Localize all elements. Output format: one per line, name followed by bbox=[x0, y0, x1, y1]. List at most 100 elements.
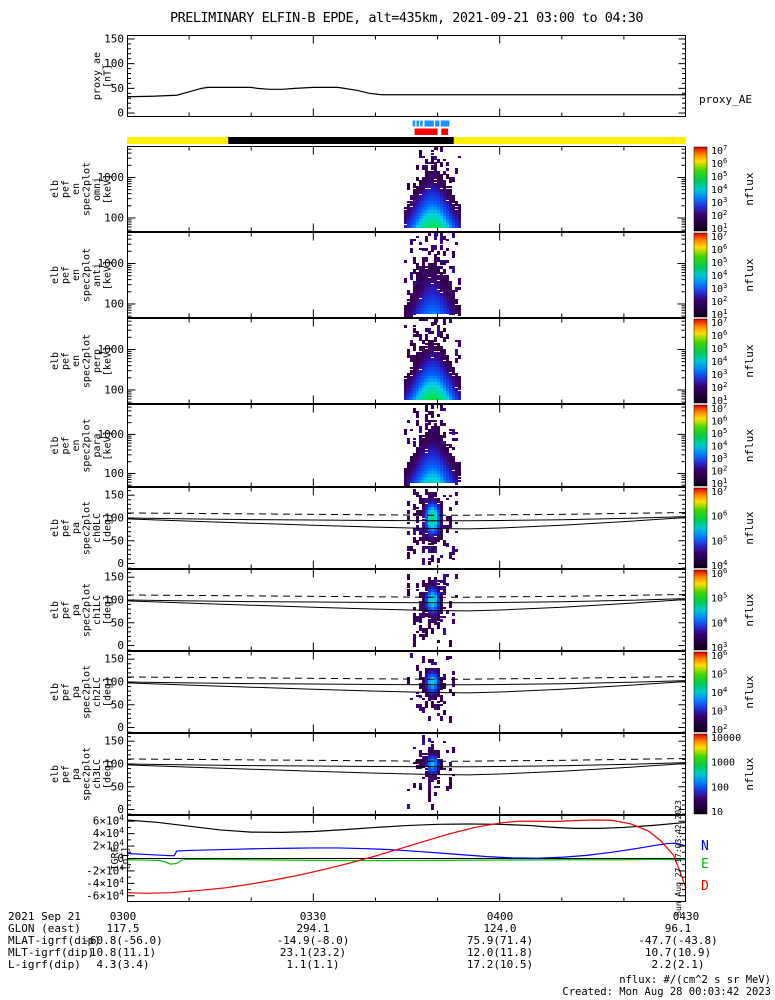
colorbar-label: 104 bbox=[711, 685, 727, 699]
igrf-legend-E: E bbox=[701, 857, 709, 872]
panel-ylabel-pa_ch1: elbpefpaspec2plotch1LC[deg] bbox=[50, 583, 114, 637]
survey-zone-marker bbox=[414, 128, 438, 135]
panel-ylabel-pa_ch3: elbpefpaspec2plotch3LC[deg] bbox=[50, 747, 114, 801]
colorbar-spec_omni bbox=[693, 146, 708, 232]
bottom-cell: 117.5 bbox=[106, 922, 139, 935]
fast-zone-marker bbox=[435, 120, 440, 127]
ytick-label: 150 bbox=[104, 735, 124, 748]
colorbar-label: 106 bbox=[711, 328, 727, 342]
panel-spec_para bbox=[403, 405, 461, 487]
colorbar-label: 102 bbox=[711, 380, 727, 394]
colorbar-label: 101 bbox=[711, 476, 727, 490]
colorbar-label: 104 bbox=[711, 558, 727, 572]
colorbar-label: 1000 bbox=[711, 758, 735, 769]
colorbar-label: 103 bbox=[711, 704, 727, 718]
ytick-label: 100 bbox=[104, 467, 124, 480]
colorbar-label: 100 bbox=[711, 782, 729, 793]
ytick-label: 6×104 bbox=[93, 814, 125, 828]
footer-units: nflux: #/(cm^2 s sr MeV) bbox=[619, 974, 771, 986]
anti-loss-cone-line bbox=[126, 517, 687, 530]
colorbar-title: nflux bbox=[743, 511, 756, 544]
series-proxy_AE bbox=[126, 86, 686, 98]
bottom-cell: 0430 bbox=[673, 910, 700, 923]
bottom-cell: 12.0(11.8) bbox=[467, 946, 533, 959]
loss-cone-line bbox=[126, 762, 687, 768]
footer: nflux: #/(cm^2 s sr MeV) Created: Mon Au… bbox=[562, 974, 771, 998]
colorbar-label: 101 bbox=[711, 393, 727, 407]
colorbar-label: 106 bbox=[711, 566, 727, 580]
ytick-label: 1000 bbox=[98, 428, 125, 441]
bottom-cell: 4.3(3.4) bbox=[97, 958, 150, 971]
colorbar-label: 104 bbox=[711, 182, 727, 196]
panel-frame-pa_ch3 bbox=[127, 733, 686, 815]
colorbar-label: 103 bbox=[711, 281, 727, 295]
fast-zone-marker bbox=[420, 120, 423, 127]
ytick-label: 50 bbox=[111, 534, 124, 547]
panel-frame-spec_perp bbox=[127, 318, 686, 404]
colorbar-label: 105 bbox=[711, 591, 727, 605]
bottom-cell: 294.1 bbox=[296, 922, 329, 935]
panel-igrf bbox=[126, 819, 687, 894]
ytick-label: 100 bbox=[104, 383, 124, 396]
colorbar-label: 103 bbox=[711, 367, 727, 381]
colorbar-label: 106 bbox=[711, 648, 727, 662]
panel-pa_ch1 bbox=[126, 574, 687, 647]
anti-loss-cone-line bbox=[126, 681, 687, 694]
loss-cone-dashed-line bbox=[126, 512, 687, 516]
fast-zone-marker bbox=[412, 120, 416, 127]
bottom-cell: 10.7(10.9) bbox=[645, 946, 711, 959]
ytick-label: 100 bbox=[104, 757, 124, 770]
fast-zone-marker bbox=[424, 120, 434, 127]
ytick-label: 4×104 bbox=[93, 826, 125, 840]
bottom-cell: 10.8(11.1) bbox=[90, 946, 156, 959]
footer-created: Created: Mon Aug 28 00:03:42 2023 bbox=[562, 986, 771, 998]
colorbar-label: 10000 bbox=[711, 733, 741, 744]
side-note: Sun Aug 27 17:03:42 2023 bbox=[674, 800, 683, 916]
panel-pa_ch2 bbox=[126, 653, 687, 723]
colorbar-label: 10 bbox=[711, 807, 723, 818]
bottom-row-label: L-igrf(dip) bbox=[8, 958, 81, 971]
colorbar-label: 106 bbox=[711, 509, 727, 523]
colorbar-label: 107 bbox=[711, 401, 727, 415]
colorbar-spec_para bbox=[693, 404, 708, 487]
colorbar-pa_ch2 bbox=[693, 651, 708, 733]
colorbar-label: 106 bbox=[711, 156, 727, 170]
igrf-legend-D: D bbox=[701, 879, 709, 894]
colorbar-label: 104 bbox=[711, 268, 727, 282]
availability-bars bbox=[127, 120, 686, 144]
ytick-label: 0 bbox=[117, 852, 124, 865]
colorbar-label: 106 bbox=[711, 242, 727, 256]
panel-frame-proxy_ae bbox=[127, 35, 686, 117]
colorbar-label: 102 bbox=[711, 208, 727, 222]
ytick-label: 50 bbox=[111, 780, 124, 793]
colorbar-title: nflux bbox=[743, 593, 756, 626]
ytick-label: 100 bbox=[104, 675, 124, 688]
bottom-cell: 1.1(1.1) bbox=[287, 958, 340, 971]
colorbar-label: 104 bbox=[711, 615, 727, 629]
series-D bbox=[126, 819, 687, 894]
panel-frame-pa_ch2 bbox=[127, 651, 686, 733]
ytick-label: 150 bbox=[104, 489, 124, 502]
ytick-label: -4×104 bbox=[86, 876, 124, 890]
colorbar-label: 104 bbox=[711, 439, 727, 453]
ytick-label: 1000 bbox=[98, 257, 125, 270]
colorbar-title: nflux bbox=[743, 344, 756, 377]
colorbar-title: nflux bbox=[743, 757, 756, 790]
colorbar-label: 107 bbox=[711, 143, 727, 157]
panel-ylabel-igrf: IGRF[nT] bbox=[110, 846, 132, 870]
colorbar-pa_ch3 bbox=[693, 733, 708, 815]
colorbar-title: nflux bbox=[743, 675, 756, 708]
loss-cone-line bbox=[126, 598, 687, 604]
colorbar-title: nflux bbox=[743, 258, 756, 291]
panel-frame-spec_para bbox=[127, 404, 686, 487]
ytick-label: -2×104 bbox=[86, 863, 124, 877]
ytick-label: 50 bbox=[111, 698, 124, 711]
colorbar-label: 102 bbox=[711, 722, 727, 736]
anti-loss-cone-line bbox=[126, 599, 687, 612]
colorbar-label: 102 bbox=[711, 294, 727, 308]
colorbar-label: 107 bbox=[711, 229, 727, 243]
colorbar-label: 104 bbox=[711, 354, 727, 368]
colorbar-label: 107 bbox=[711, 484, 727, 498]
